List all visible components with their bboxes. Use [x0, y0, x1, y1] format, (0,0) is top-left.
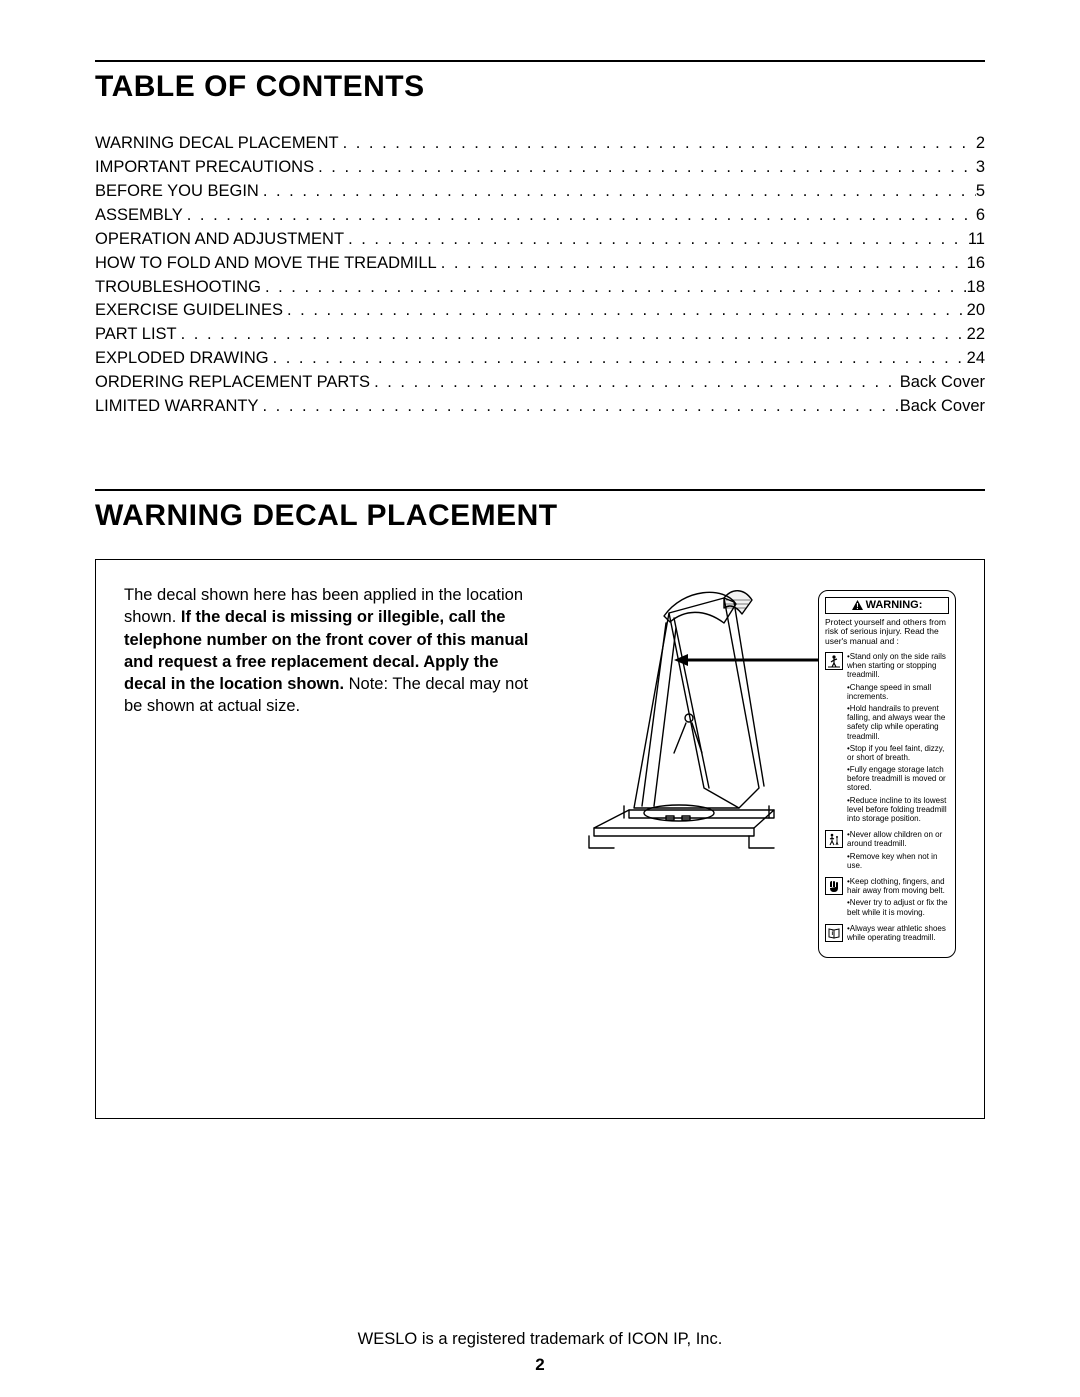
- toc-page: 11: [968, 228, 985, 252]
- warning-bullet: •Reduce incline to its lowest level befo…: [847, 796, 949, 824]
- toc-dots: [261, 276, 967, 300]
- toc-page: 22: [967, 323, 985, 347]
- toc-label: BEFORE YOU BEGIN: [95, 180, 259, 204]
- warning-intro: Protect yourself and others from risk of…: [825, 618, 949, 647]
- footer-trademark: WESLO is a registered trademark of ICON …: [0, 1330, 1080, 1349]
- decal-section: WARNING DECAL PLACEMENT The decal shown …: [95, 489, 985, 1119]
- warning-bullets: •Keep clothing, fingers, and hair away f…: [847, 877, 949, 920]
- toc-dots: [314, 156, 976, 180]
- toc-row: EXERCISE GUIDELINES 20: [95, 299, 985, 323]
- warning-bullets: •Stand only on the side rails when start…: [847, 652, 949, 826]
- svg-text:i: i: [832, 931, 834, 937]
- warning-group: i •Always wear athletic shoes while oper…: [825, 924, 949, 945]
- toc-label: EXPLODED DRAWING: [95, 347, 269, 371]
- toc-label: PART LIST: [95, 323, 177, 347]
- warning-bullet: •Hold handrails to prevent falling, and …: [847, 704, 949, 741]
- warning-bullet: •Stop if you feel faint, dizzy, or short…: [847, 744, 949, 762]
- toc-label: ASSEMBLY: [95, 204, 183, 228]
- toc-label: IMPORTANT PRECAUTIONS: [95, 156, 314, 180]
- decal-title: WARNING DECAL PLACEMENT: [95, 499, 985, 533]
- toc-dots: [183, 204, 976, 228]
- toc-row: ORDERING REPLACEMENT PARTS Back Cover: [95, 371, 985, 395]
- toc-row: HOW TO FOLD AND MOVE THE TREADMILL 16: [95, 252, 985, 276]
- toc-row: PART LIST 22: [95, 323, 985, 347]
- decal-box: The decal shown here has been applied in…: [95, 559, 985, 1119]
- toc-row: OPERATION AND ADJUSTMENT 11: [95, 228, 985, 252]
- warning-triangle-icon: !: [852, 600, 863, 610]
- toc-page: 6: [976, 204, 985, 228]
- toc-label: EXERCISE GUIDELINES: [95, 299, 283, 323]
- decal-paragraph: The decal shown here has been applied in…: [124, 584, 544, 1094]
- toc-dots: [437, 252, 967, 276]
- no-children-icon: [825, 830, 843, 848]
- toc-row: EXPLODED DRAWING 24: [95, 347, 985, 371]
- decal-rule: [95, 489, 985, 491]
- toc-label: HOW TO FOLD AND MOVE THE TREADMILL: [95, 252, 437, 276]
- treadmill-illustration: [574, 578, 804, 878]
- toc-page: 2: [976, 132, 985, 156]
- hand-hazard-icon: [825, 877, 843, 895]
- warning-bullet: •Keep clothing, fingers, and hair away f…: [847, 877, 949, 895]
- manual-book-icon: i: [825, 924, 843, 942]
- warning-bullet: •Fully engage storage latch before tread…: [847, 765, 949, 793]
- toc-dots: [370, 371, 900, 395]
- toc-label: ORDERING REPLACEMENT PARTS: [95, 371, 370, 395]
- toc-page: 20: [967, 299, 985, 323]
- toc-dots: [177, 323, 967, 347]
- toc-dots: [283, 299, 967, 323]
- warning-header-text: WARNING:: [866, 599, 923, 612]
- toc-label: OPERATION AND ADJUSTMENT: [95, 228, 344, 252]
- warning-bullet: •Stand only on the side rails when start…: [847, 652, 949, 680]
- warning-bullet: •Always wear athletic shoes while operat…: [847, 924, 949, 942]
- toc-page: Back Cover: [900, 395, 985, 419]
- warning-bullets: •Never allow children on or around tread…: [847, 830, 949, 873]
- warning-bullet: •Change speed in small increments.: [847, 683, 949, 701]
- toc-page: 18: [967, 276, 985, 300]
- warning-group: •Stand only on the side rails when start…: [825, 652, 949, 826]
- person-on-treadmill-icon: [825, 652, 843, 670]
- toc-dots: [269, 347, 967, 371]
- toc-label: WARNING DECAL PLACEMENT: [95, 132, 339, 156]
- toc-row: BEFORE YOU BEGIN 5: [95, 180, 985, 204]
- warning-bullet: •Never allow children on or around tread…: [847, 830, 949, 848]
- warning-header: ! WARNING:: [825, 597, 949, 614]
- toc-page: 5: [976, 180, 985, 204]
- toc-page: Back Cover: [900, 371, 985, 395]
- toc-label: TROUBLESHOOTING: [95, 276, 261, 300]
- toc-dots: [258, 395, 899, 419]
- toc-row: WARNING DECAL PLACEMENT 2: [95, 132, 985, 156]
- warning-bullet: •Never try to adjust or fix the belt whi…: [847, 898, 949, 916]
- toc-row: ASSEMBLY 6: [95, 204, 985, 228]
- toc-row: IMPORTANT PRECAUTIONS 3: [95, 156, 985, 180]
- page-number: 2: [0, 1355, 1080, 1375]
- toc-list: WARNING DECAL PLACEMENT 2 IMPORTANT PRECA…: [95, 132, 985, 419]
- toc-title: TABLE OF CONTENTS: [95, 70, 985, 104]
- warning-bullets: •Always wear athletic shoes while operat…: [847, 924, 949, 945]
- svg-text:!: !: [856, 602, 859, 610]
- warning-decal: ! WARNING: Protect yourself and others f…: [818, 590, 956, 958]
- warning-bullet: •Remove key when not in use.: [847, 852, 949, 870]
- warning-group: •Keep clothing, fingers, and hair away f…: [825, 877, 949, 920]
- toc-rule: [95, 60, 985, 62]
- toc-dots: [259, 180, 976, 204]
- toc-page: 16: [967, 252, 985, 276]
- toc-page: 24: [967, 347, 985, 371]
- toc-dots: [339, 132, 976, 156]
- toc-label: LIMITED WARRANTY: [95, 395, 258, 419]
- warning-group: •Never allow children on or around tread…: [825, 830, 949, 873]
- toc-dots: [344, 228, 968, 252]
- toc-row: LIMITED WARRANTY Back Cover: [95, 395, 985, 419]
- toc-page: 3: [976, 156, 985, 180]
- decal-graphic: ! WARNING: Protect yourself and others f…: [544, 584, 962, 1094]
- toc-row: TROUBLESHOOTING 18: [95, 276, 985, 300]
